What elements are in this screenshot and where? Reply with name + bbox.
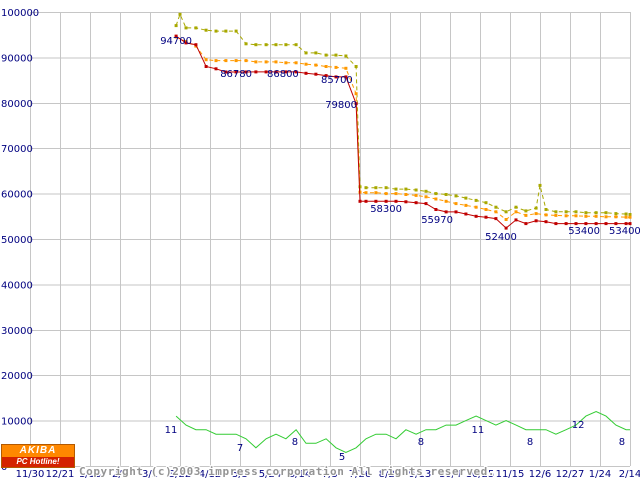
count-label: 8 (292, 437, 298, 448)
svg-text:7/26: 7/26 (349, 469, 371, 480)
svg-text:40000: 40000 (1, 280, 33, 291)
svg-text:7/5: 7/5 (322, 469, 338, 480)
copyright-watermark: Copyright (c)2003 impress corporation Al… (79, 442, 495, 480)
series-shop-count (175, 410, 630, 453)
svg-text:3/22: 3/22 (169, 469, 191, 480)
price-label: 53400 (609, 226, 640, 237)
svg-text:80000: 80000 (1, 99, 33, 110)
count-label: 5 (339, 452, 345, 463)
svg-text:6/14: 6/14 (289, 469, 311, 480)
svg-text:10000: 10000 (1, 417, 33, 428)
svg-text:5/24: 5/24 (259, 469, 281, 480)
akiba-logo-title: AKIBA (2, 445, 74, 457)
svg-text:50000: 50000 (1, 235, 33, 246)
svg-text:20000: 20000 (1, 371, 33, 382)
price-label: 52400 (485, 232, 517, 243)
svg-text:5/3: 5/3 (232, 469, 248, 480)
svg-text:11/15: 11/15 (496, 469, 525, 480)
series-average-price (174, 35, 632, 221)
count-label: 7 (237, 443, 243, 454)
svg-text:10/25: 10/25 (466, 469, 495, 480)
svg-text:90000: 90000 (1, 53, 33, 64)
svg-text:1/18: 1/18 (79, 469, 101, 480)
svg-text:60000: 60000 (1, 190, 33, 201)
svg-text:3/1: 3/1 (142, 469, 158, 480)
svg-text:12/27: 12/27 (556, 469, 585, 480)
akiba-logo-subtitle: PC Hotline! (2, 457, 74, 467)
series-highest-price (174, 12, 632, 216)
svg-text:10/4: 10/4 (439, 469, 461, 480)
price-label: 58300 (370, 204, 402, 215)
copyright-line: Copyright (c)2003 impress corporation Al… (79, 465, 496, 478)
count-label: 11 (165, 425, 178, 436)
svg-text:11/30: 11/30 (16, 469, 45, 480)
price-label: 86780 (220, 69, 252, 80)
svg-text:4/12: 4/12 (199, 469, 221, 480)
svg-text:2/8: 2/8 (112, 469, 128, 480)
price-label: 86800 (267, 69, 299, 80)
price-label: 79800 (325, 100, 357, 111)
series-lowest-price (174, 34, 632, 230)
price-label: 94700 (160, 36, 192, 47)
price-label: 85700 (321, 75, 353, 86)
akiba-logo: AKIBA PC Hotline! (1, 444, 75, 468)
svg-text:1/24: 1/24 (589, 469, 611, 480)
svg-text:70000: 70000 (1, 144, 33, 155)
gridlines (30, 12, 631, 467)
svg-text:30000: 30000 (1, 326, 33, 337)
svg-text:12/6: 12/6 (529, 469, 551, 480)
svg-text:100000: 100000 (1, 8, 39, 19)
count-label: 8 (619, 437, 625, 448)
y-axis-labels: 0100002000030000400005000060000700008000… (1, 8, 39, 473)
value-annotations: 94700 86780 86800 85700 79800 58300 55970 52400… (160, 36, 640, 463)
svg-text:2/14: 2/14 (619, 469, 640, 480)
x-axis-labels: 11/30 12/21 1/18 2/8 3/1 3/22 4/12 5/3 5/24 6/14 7… (16, 469, 640, 480)
price-label: 55970 (421, 215, 453, 226)
svg-text:8/23: 8/23 (379, 469, 401, 480)
price-label: 53400 (568, 226, 600, 237)
count-label: 8 (527, 437, 533, 448)
svg-text:9/13: 9/13 (409, 469, 431, 480)
count-label: 11 (472, 425, 485, 436)
count-label: 8 (418, 437, 424, 448)
svg-text:12/21: 12/21 (46, 469, 75, 480)
count-label: 12 (572, 420, 585, 431)
